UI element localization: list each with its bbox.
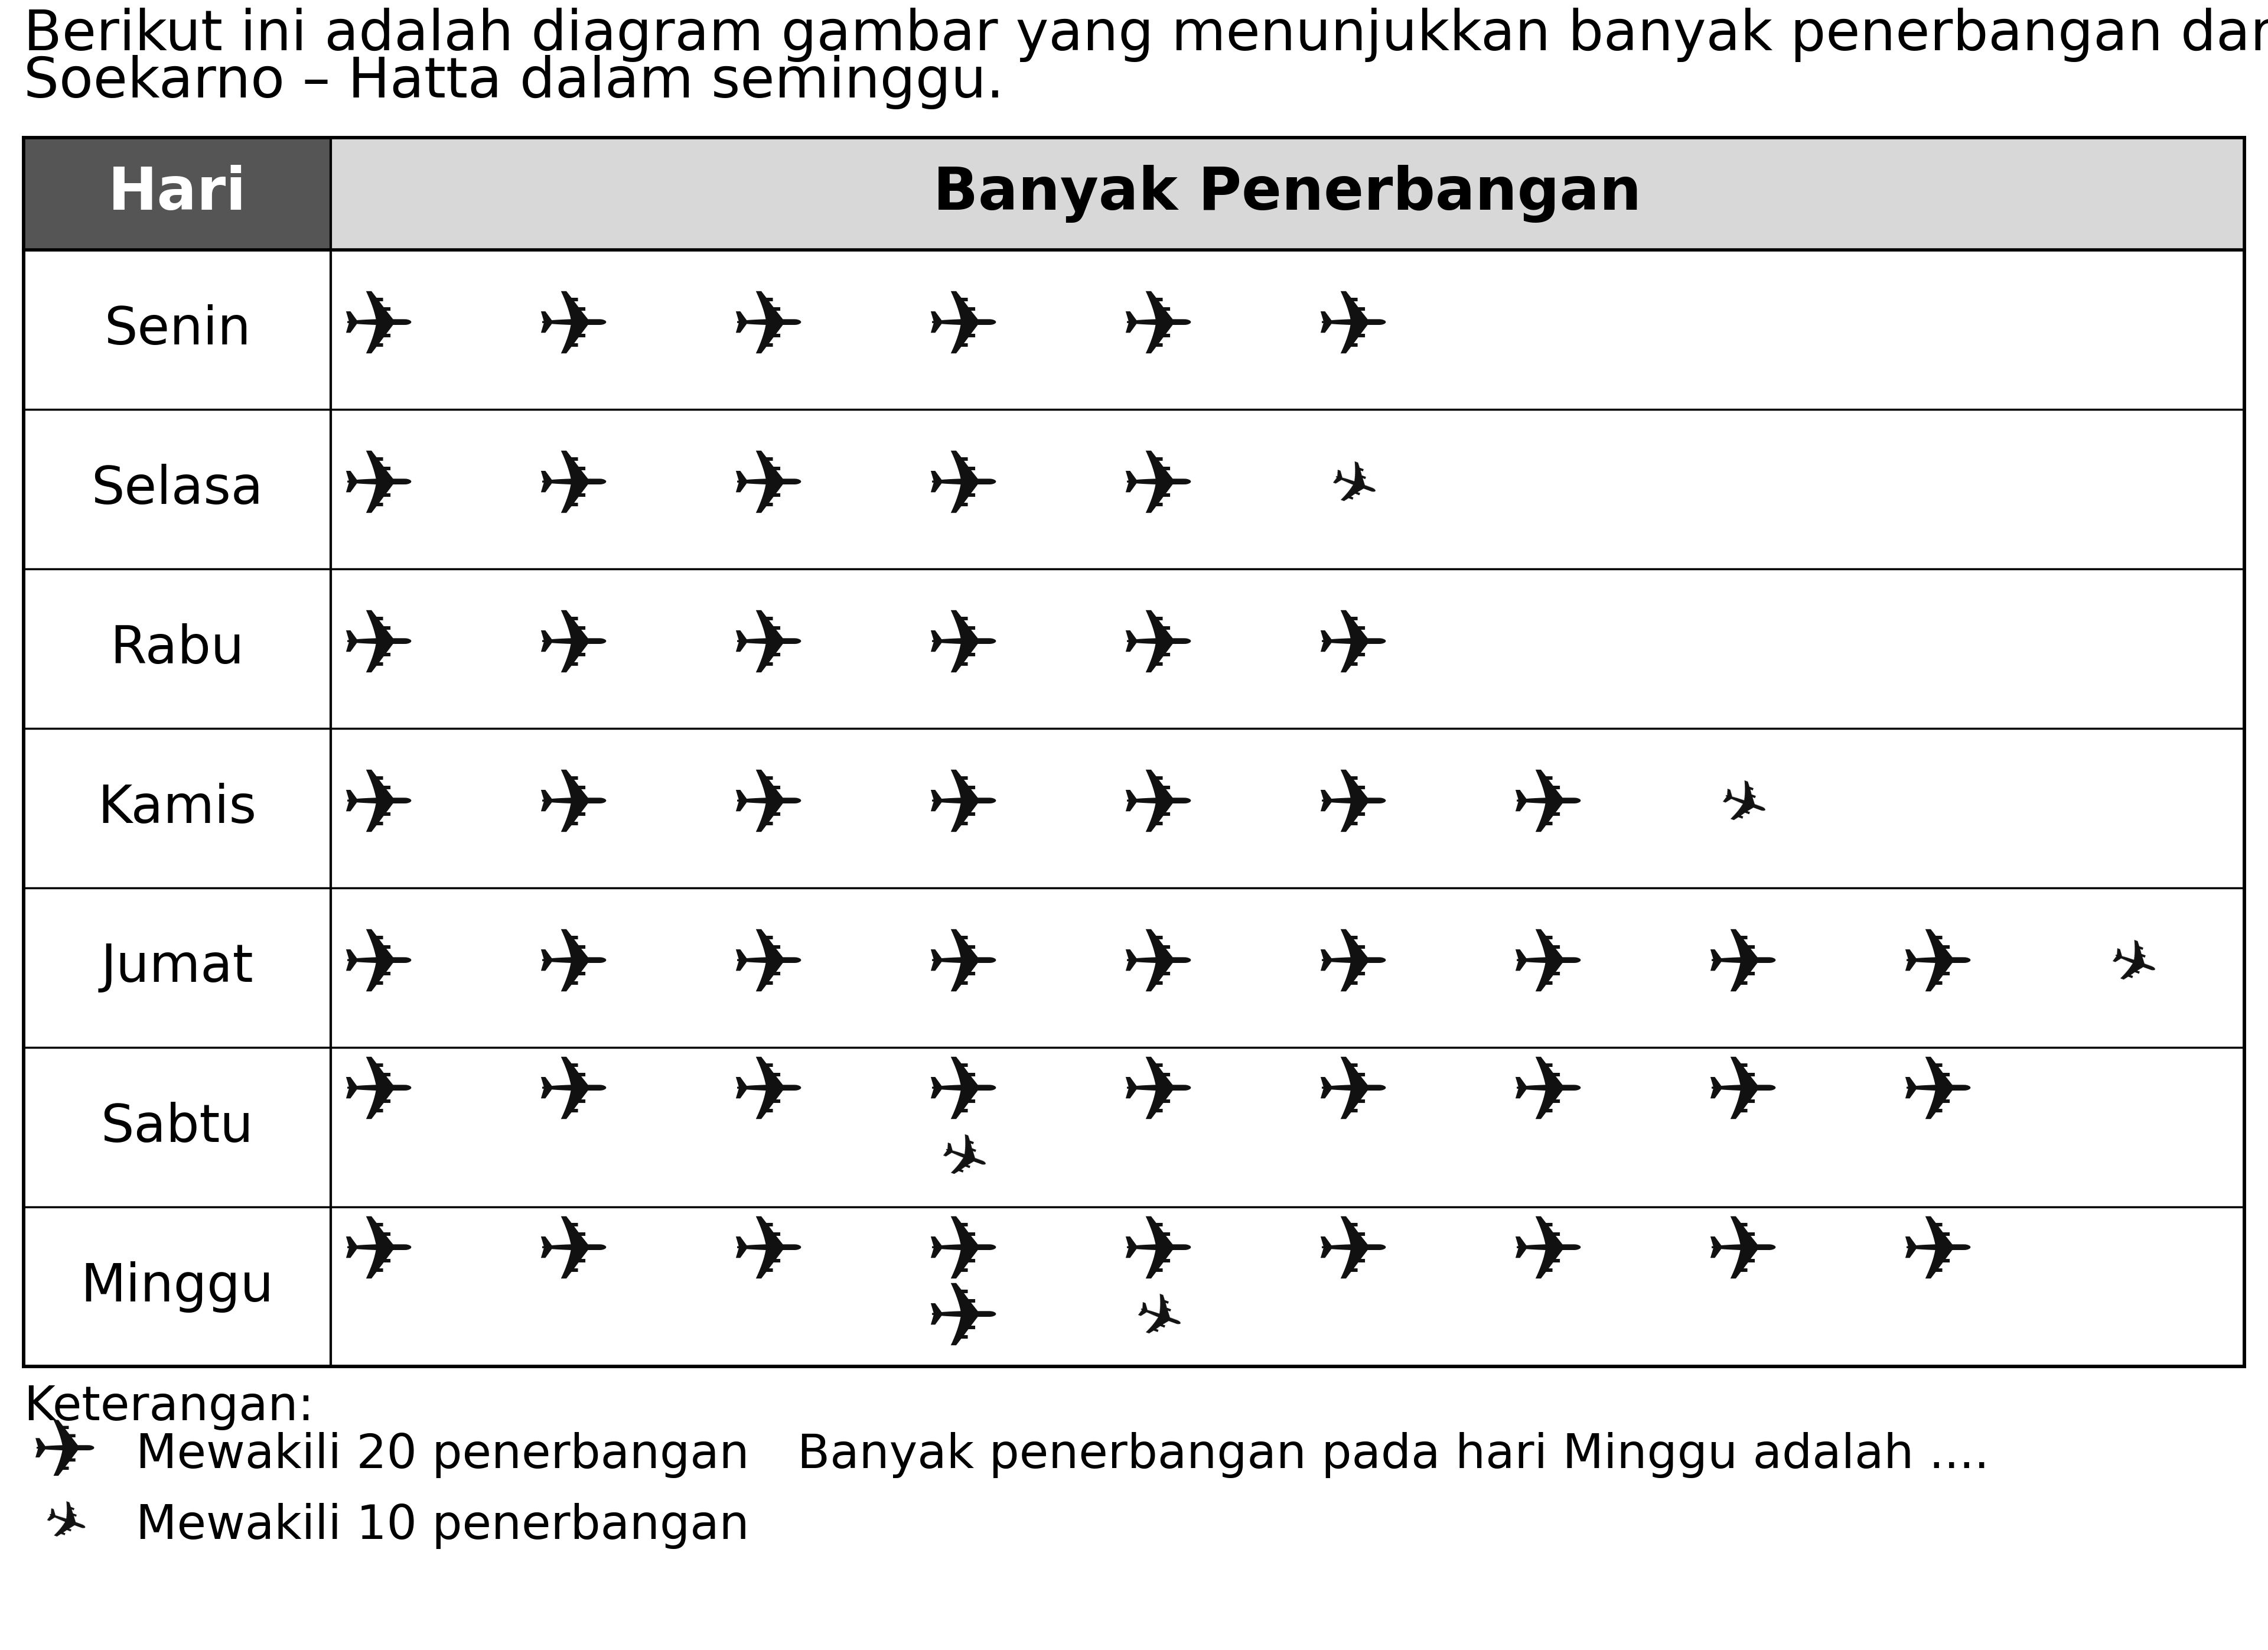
Text: Jumat: Jumat: [100, 942, 254, 993]
Text: ✈: ✈: [1120, 1051, 1195, 1138]
Text: ✈: ✈: [1901, 924, 1975, 1011]
Text: ✈: ✈: [340, 1211, 415, 1299]
Text: ✈: ✈: [1510, 1051, 1585, 1138]
Text: ✈: ✈: [730, 285, 805, 373]
Text: ✈: ✈: [730, 1051, 805, 1138]
Text: Soekarno – Hatta dalam seminggu.: Soekarno – Hatta dalam seminggu.: [23, 54, 1005, 109]
Text: ✈: ✈: [535, 764, 610, 851]
Text: ✈: ✈: [925, 1211, 1000, 1299]
Text: Berikut ini adalah diagram gambar yang menunjukkan banyak penerbangan dari banda: Berikut ini adalah diagram gambar yang m…: [23, 8, 2268, 63]
Text: Banyak penerbangan pada hari Minggu adalah ....: Banyak penerbangan pada hari Minggu adal…: [798, 1432, 1989, 1478]
Text: ✈: ✈: [1710, 772, 1776, 843]
Text: ✈: ✈: [32, 1416, 100, 1495]
Text: ✈: ✈: [1120, 924, 1195, 1011]
Text: Kamis: Kamis: [98, 782, 256, 833]
Text: ✈: ✈: [1315, 604, 1390, 693]
Text: ✈: ✈: [535, 1211, 610, 1299]
Text: Mewakili 10 penerbangan: Mewakili 10 penerbangan: [136, 1503, 748, 1549]
Text: ✈: ✈: [925, 604, 1000, 693]
Text: ✈: ✈: [1706, 1051, 1780, 1138]
Text: ✈: ✈: [1315, 285, 1390, 373]
Text: ✈: ✈: [730, 764, 805, 851]
Text: ✈: ✈: [1315, 1051, 1390, 1138]
Text: ✈: ✈: [730, 604, 805, 693]
Text: ✈: ✈: [1120, 285, 1195, 373]
Text: ✈: ✈: [1510, 924, 1585, 1011]
Bar: [23, 137, 331, 249]
Text: ✈: ✈: [535, 446, 610, 533]
Text: ✈: ✈: [925, 764, 1000, 851]
Text: ✈: ✈: [340, 285, 415, 373]
Bar: [23, 137, 2245, 249]
Text: ✈: ✈: [340, 1051, 415, 1138]
Text: ✈: ✈: [930, 1127, 996, 1198]
Text: ✈: ✈: [1315, 764, 1390, 851]
Text: ✈: ✈: [340, 764, 415, 851]
Text: Senin: Senin: [104, 304, 249, 355]
Text: Sabtu: Sabtu: [100, 1102, 254, 1153]
Text: ✈: ✈: [925, 1051, 1000, 1138]
Text: ✈: ✈: [730, 446, 805, 533]
Bar: [23, 137, 2245, 1366]
Text: ✈: ✈: [925, 285, 1000, 373]
Text: ✈: ✈: [1510, 1211, 1585, 1299]
Text: ✈: ✈: [1315, 924, 1390, 1011]
Text: ✈: ✈: [730, 924, 805, 1011]
Text: ✈: ✈: [535, 1051, 610, 1138]
Text: ✈: ✈: [925, 446, 1000, 533]
Text: ✈: ✈: [340, 924, 415, 1011]
Text: Keterangan:: Keterangan:: [23, 1384, 313, 1431]
Text: ✈: ✈: [925, 1277, 1000, 1366]
Text: ✈: ✈: [340, 604, 415, 693]
Text: ✈: ✈: [1125, 1287, 1191, 1358]
Text: ✈: ✈: [1320, 454, 1386, 525]
Text: ✈: ✈: [1706, 1211, 1780, 1299]
Text: Selasa: Selasa: [91, 464, 263, 515]
Text: ✈: ✈: [1315, 1211, 1390, 1299]
Text: Mewakili 20 penerbangan: Mewakili 20 penerbangan: [136, 1432, 748, 1478]
Text: ✈: ✈: [535, 604, 610, 693]
Text: ✈: ✈: [925, 924, 1000, 1011]
Text: ✈: ✈: [535, 285, 610, 373]
Text: ✈: ✈: [2100, 932, 2166, 1003]
Text: ✈: ✈: [535, 924, 610, 1011]
Text: ✈: ✈: [730, 1211, 805, 1299]
Text: ✈: ✈: [1510, 764, 1585, 851]
Text: Minggu: Minggu: [82, 1261, 274, 1312]
Text: ✈: ✈: [1120, 764, 1195, 851]
Text: ✈: ✈: [1901, 1051, 1975, 1138]
Text: ✈: ✈: [1901, 1211, 1975, 1299]
Text: ✈: ✈: [340, 446, 415, 533]
Text: Rabu: Rabu: [111, 624, 245, 675]
Text: ✈: ✈: [1120, 604, 1195, 693]
Text: Hari: Hari: [109, 165, 247, 223]
Text: ✈: ✈: [36, 1493, 95, 1558]
Text: ✈: ✈: [1120, 446, 1195, 533]
Text: ✈: ✈: [1120, 1211, 1195, 1299]
Text: Banyak Penerbangan: Banyak Penerbangan: [934, 165, 1642, 223]
Text: ✈: ✈: [1706, 924, 1780, 1011]
